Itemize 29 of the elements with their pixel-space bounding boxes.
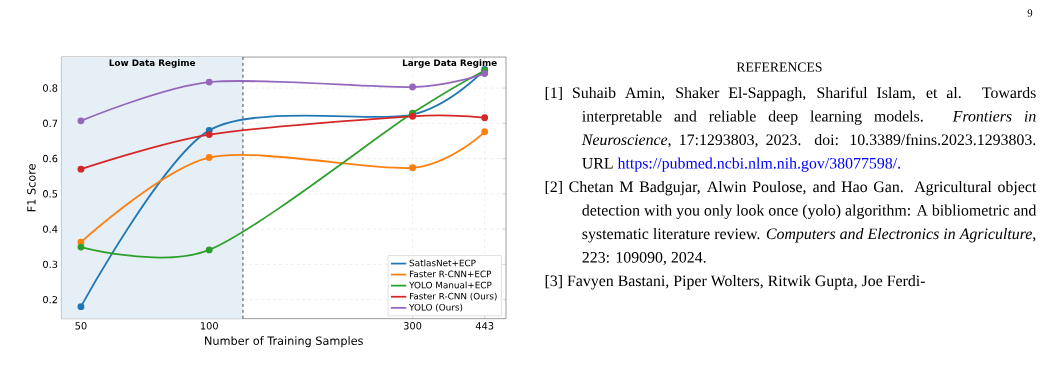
y-tick-label: 0.7 bbox=[43, 119, 58, 128]
text: https://pubmed.ncbi.nlm.nih.gov/38077598/. bbox=[617, 157, 901, 172]
text: 9 bbox=[1027, 9, 1033, 17]
text: [2] Chetan M Badgujar, Alwin Poulose, and Hao Gan. Agricultural object detection with you only look once (yolo) algorithm: A bibliometric and systematic literature review. Computers and Electronics in Agriculture, 223: 109090, 2024. bbox=[545, 181, 1037, 266]
y-tick-label: 0.2 bbox=[43, 296, 57, 304]
x-axis-title: Number of Training Samples bbox=[205, 336, 363, 348]
text: [1] Suhaib Amin, Shaker El-Sappagh, Shariful Islam, et al. Towards bbox=[545, 86, 1036, 102]
text: REFERENCES bbox=[736, 62, 822, 72]
legend-label: YOLO (Ours) bbox=[409, 303, 463, 312]
y-tick-label: 0.6 bbox=[43, 154, 58, 163]
y-tick-label: 0.4 bbox=[43, 225, 58, 233]
legend-label: Faster R-CNN+ECP bbox=[409, 270, 492, 278]
text: interpretable and reliable deep learning models. Frontiers in bbox=[582, 110, 1036, 125]
text: Neuroscience, 17:1293803, 2023. doi: 10.3389/fnins.2023.1293803. bbox=[581, 133, 1036, 148]
x-tick-label: 100 bbox=[200, 322, 218, 330]
y-tick-label: 0.5 bbox=[43, 190, 58, 198]
band-label: Low Data Regime bbox=[109, 59, 196, 68]
y-tick-label: 0.8 bbox=[43, 84, 58, 92]
legend-label: Faster R-CNN (Ours) bbox=[409, 292, 497, 301]
x-tick-label: 300 bbox=[403, 322, 422, 330]
y-axis-title: F1 Score bbox=[27, 164, 36, 212]
x-tick-label: 50 bbox=[75, 322, 87, 330]
text: [3] Favyen Bastani, Piper Wolters, Ritwik Gupta, Joe Ferdi- bbox=[545, 275, 925, 290]
text: URL bbox=[582, 158, 613, 169]
annotation: Large Data Regime bbox=[402, 59, 497, 68]
x-tick-label: 443 bbox=[475, 322, 494, 330]
y-tick-label: 0.3 bbox=[43, 260, 58, 269]
legend-label: SatlasNet+ECP bbox=[409, 259, 476, 267]
legend-label: YOLO Manual+ECP bbox=[409, 281, 492, 289]
